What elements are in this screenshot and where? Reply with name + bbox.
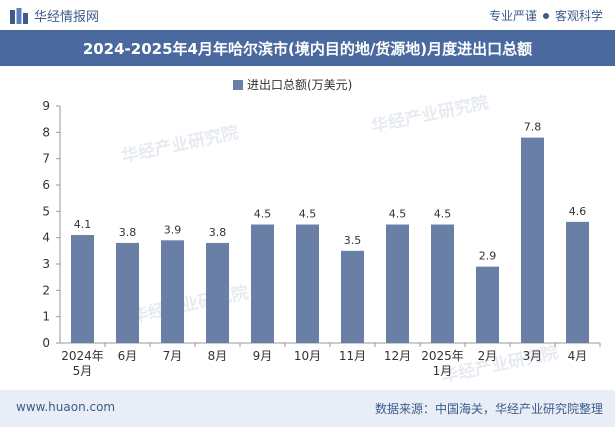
y-tick-label: 9 xyxy=(42,99,50,113)
bar xyxy=(251,224,274,343)
data-label: 3.8 xyxy=(119,226,137,239)
y-tick-label: 7 xyxy=(42,152,50,166)
data-label: 2.9 xyxy=(479,250,497,263)
data-label: 4.6 xyxy=(569,205,587,218)
x-tick-label: 6月 xyxy=(118,349,138,363)
data-label: 4.1 xyxy=(74,218,92,231)
y-tick-label: 0 xyxy=(42,336,50,350)
brand[interactable]: 华经情报网 xyxy=(10,6,99,25)
brand-name: 华经情报网 xyxy=(34,10,100,25)
bar xyxy=(386,224,409,343)
x-tick-label: 12月 xyxy=(384,349,411,363)
title-bar xyxy=(0,30,615,66)
x-tick-label: 7月 xyxy=(163,349,183,363)
legend-swatch xyxy=(233,80,243,90)
x-tick-label: 3月 xyxy=(523,349,543,363)
slogan-left: 专业严谨 xyxy=(488,9,537,23)
x-tick-label: 8月 xyxy=(208,349,228,363)
chart-title: 2024-2025年4月年哈尔滨市(境内目的地/货源地)月度进出口总额 xyxy=(82,40,533,58)
x-tick-label: 5月 xyxy=(73,364,93,378)
bar xyxy=(431,224,454,343)
footer-site-link[interactable]: www.huaon.com xyxy=(16,400,116,414)
data-label: 7.8 xyxy=(524,121,542,134)
data-label: 4.5 xyxy=(299,208,317,221)
x-tick-label: 1月 xyxy=(433,364,453,378)
bar xyxy=(296,224,319,343)
y-tick-label: 1 xyxy=(42,310,50,324)
y-tick-label: 5 xyxy=(42,204,50,218)
data-label: 4.5 xyxy=(389,208,407,221)
footer-bar xyxy=(0,390,615,427)
x-tick-label: 9月 xyxy=(253,349,273,363)
top-bar: 华经情报网 专业严谨 客观科学 xyxy=(0,0,615,30)
data-label: 3.8 xyxy=(209,226,227,239)
bar xyxy=(521,137,544,343)
bar xyxy=(476,266,499,343)
x-tick-label: 2025年 xyxy=(421,349,464,363)
x-tick-label: 2024年 xyxy=(61,349,104,363)
x-tick-label: 10月 xyxy=(294,349,321,363)
data-label: 3.9 xyxy=(164,223,182,236)
slogan-right: 客观科学 xyxy=(554,9,603,23)
data-label: 4.5 xyxy=(434,208,452,221)
y-tick-label: 6 xyxy=(42,178,50,192)
x-tick-label: 4月 xyxy=(568,349,588,363)
legend-label: 进出口总额(万美元) xyxy=(247,78,352,92)
data-label: 4.5 xyxy=(254,208,272,221)
brand-logo-icon xyxy=(10,7,28,24)
slogan: 专业严谨 客观科学 xyxy=(489,7,603,24)
data-label: 3.5 xyxy=(344,234,362,247)
bar xyxy=(161,240,184,343)
bar xyxy=(566,221,589,343)
bar xyxy=(71,235,94,343)
bar xyxy=(206,242,229,343)
bar xyxy=(116,242,139,343)
x-tick-label: 11月 xyxy=(339,349,366,363)
bar xyxy=(341,250,364,343)
y-tick-label: 3 xyxy=(42,257,50,271)
y-tick-label: 4 xyxy=(42,231,50,245)
separator-dot-icon xyxy=(542,12,549,19)
x-tick-label: 2月 xyxy=(478,349,498,363)
y-tick-label: 8 xyxy=(42,125,50,139)
footer-source: 数据来源：中国海关，华经产业研究院整理 xyxy=(374,402,603,416)
y-tick-label: 2 xyxy=(42,283,50,297)
